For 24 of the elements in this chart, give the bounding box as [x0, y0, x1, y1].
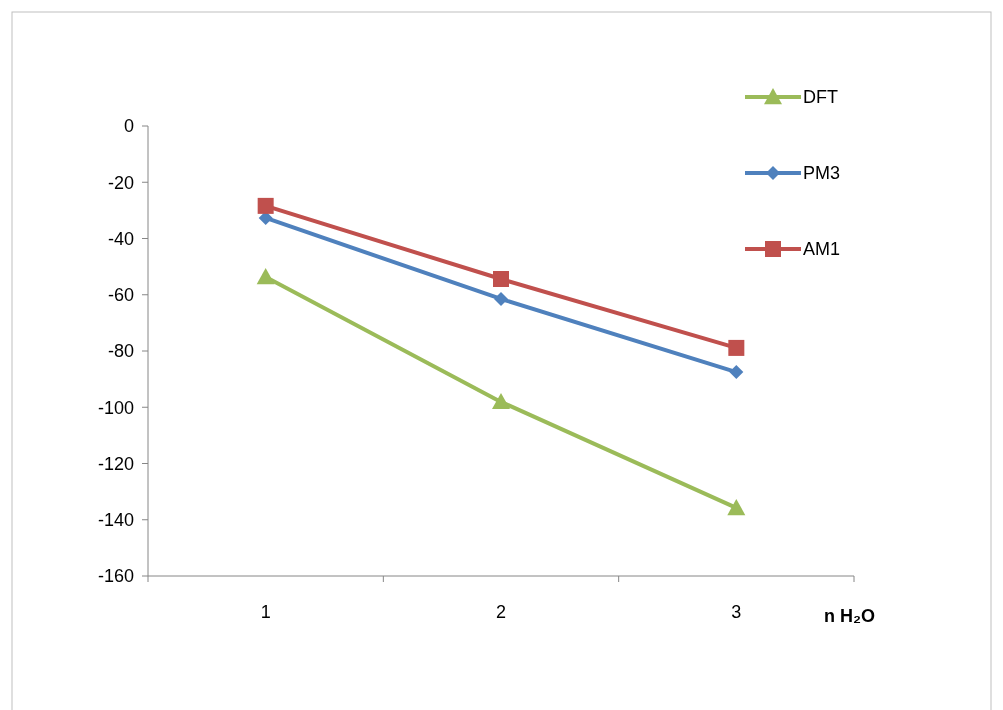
point — [492, 392, 510, 410]
y-tick-label: -80 — [107, 341, 134, 362]
x-tick-label: 3 — [731, 602, 742, 622]
point — [493, 271, 509, 287]
y-tick-label: -100 — [97, 397, 134, 418]
point — [257, 197, 274, 214]
x-tick-label: 1 — [260, 602, 271, 622]
y-tick-label: -60 — [107, 285, 134, 306]
y-tick-label: -20 — [107, 172, 134, 193]
point — [728, 339, 745, 356]
point — [729, 365, 744, 380]
y-tick-label: 0 — [123, 116, 134, 137]
legend-label: PM3 — [803, 163, 841, 184]
point — [727, 498, 746, 516]
point — [256, 268, 275, 285]
x-axis-title: n H₂O — [824, 606, 875, 626]
y-tick-label: -140 — [97, 510, 134, 531]
x-tick-label: 2 — [495, 602, 507, 622]
legend-label: AM1 — [803, 239, 841, 260]
y-tick-label: -40 — [107, 228, 134, 249]
y-tick-label: -120 — [97, 453, 134, 474]
y-tick-label: -160 — [97, 566, 134, 587]
legend-label: DFT — [803, 87, 838, 108]
point — [494, 291, 508, 306]
